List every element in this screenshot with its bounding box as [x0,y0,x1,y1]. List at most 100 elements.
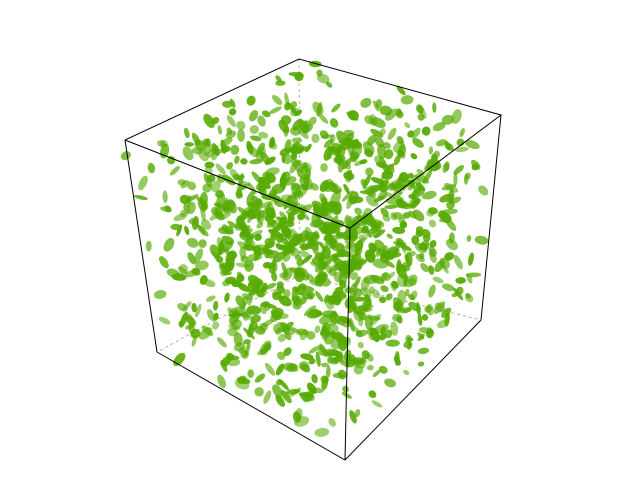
point-cluster [250,314,262,323]
point-cluster [408,210,417,219]
point-cluster [422,234,431,242]
point-cluster [288,72,304,77]
point-cluster [283,125,289,137]
point-cluster [447,143,454,152]
point-cluster [377,144,387,159]
point-cluster [300,363,311,373]
point-cluster [256,280,264,289]
point-cluster [369,314,381,326]
point-cluster [385,339,400,347]
point-cluster [417,333,425,341]
point-cluster [225,252,236,265]
point-cluster [380,250,392,259]
point-cluster [226,162,234,170]
point-cluster [272,251,286,263]
point-cluster [191,132,201,146]
point-cluster [347,169,353,181]
point-cluster [328,418,336,427]
point-cluster [372,369,381,378]
point-cluster [314,325,321,334]
point-cluster [453,164,464,175]
point-cluster [239,246,247,260]
point-cluster [221,235,235,245]
point-cluster [299,230,310,243]
point-cluster [240,306,249,316]
point-cluster [271,271,278,282]
point-cluster [280,231,288,241]
point-cluster [221,262,227,269]
point-cluster [198,239,207,248]
point-cluster [433,301,446,315]
point-cluster [408,194,417,200]
point-cluster [247,320,254,335]
point-cluster [275,363,285,376]
point-cluster [465,272,482,278]
point-cluster [298,250,312,259]
point-cluster [371,400,383,408]
point-cluster [187,252,197,265]
point-cluster [227,355,240,360]
point-cluster [317,220,329,233]
point-cluster [271,286,285,297]
cube-edge [480,114,502,321]
point-cluster [362,174,372,189]
point-cluster [321,376,329,391]
point-cluster [417,313,423,326]
point-cluster [310,183,319,191]
point-cluster [330,242,345,252]
point-cluster [280,390,292,404]
point-cluster [375,99,383,109]
point-cluster [247,212,254,224]
point-cluster [261,194,272,200]
point-cluster [273,323,281,334]
point-cluster [350,138,360,149]
point-cluster [371,289,381,299]
point-cluster [354,226,364,235]
point-cluster [354,207,363,215]
point-cluster [235,262,251,268]
point-cluster [272,95,283,105]
point-cluster [267,235,276,249]
cube-frame [124,58,503,461]
point-cluster [379,105,393,116]
point-cluster [296,184,308,197]
point-cluster [390,248,399,260]
point-cluster [226,199,237,214]
point-cluster [261,110,271,118]
point-cluster [373,195,387,203]
point-cluster [246,95,256,106]
point-cluster [186,181,197,191]
point-cluster [474,235,489,245]
point-cluster [194,248,204,263]
point-cluster [441,114,454,125]
point-cluster [352,243,363,250]
point-cluster [240,228,253,238]
point-cluster [362,296,372,312]
point-cluster [163,237,175,252]
point-cluster [411,235,420,245]
point-cluster [248,110,259,122]
point-cluster [311,256,323,266]
point-cluster [278,295,292,307]
point-cluster [330,331,344,342]
point-cluster [368,334,375,341]
point-cluster [426,303,434,316]
point-cluster [294,254,302,261]
point-cluster [240,209,253,220]
point-cluster [359,159,368,165]
point-cluster [336,250,342,258]
point-cluster [410,153,418,160]
point-cluster [234,379,250,390]
point-cluster [325,254,335,266]
point-cluster [269,188,278,198]
point-cluster [278,378,289,391]
point-cluster [297,212,305,221]
point-cluster [187,313,194,324]
point-cluster [261,282,268,293]
point-cluster [280,322,286,329]
point-cluster [378,183,389,193]
point-cluster [392,313,403,322]
point-cluster [308,345,322,354]
point-cluster [177,179,186,186]
point-cluster [303,168,311,182]
